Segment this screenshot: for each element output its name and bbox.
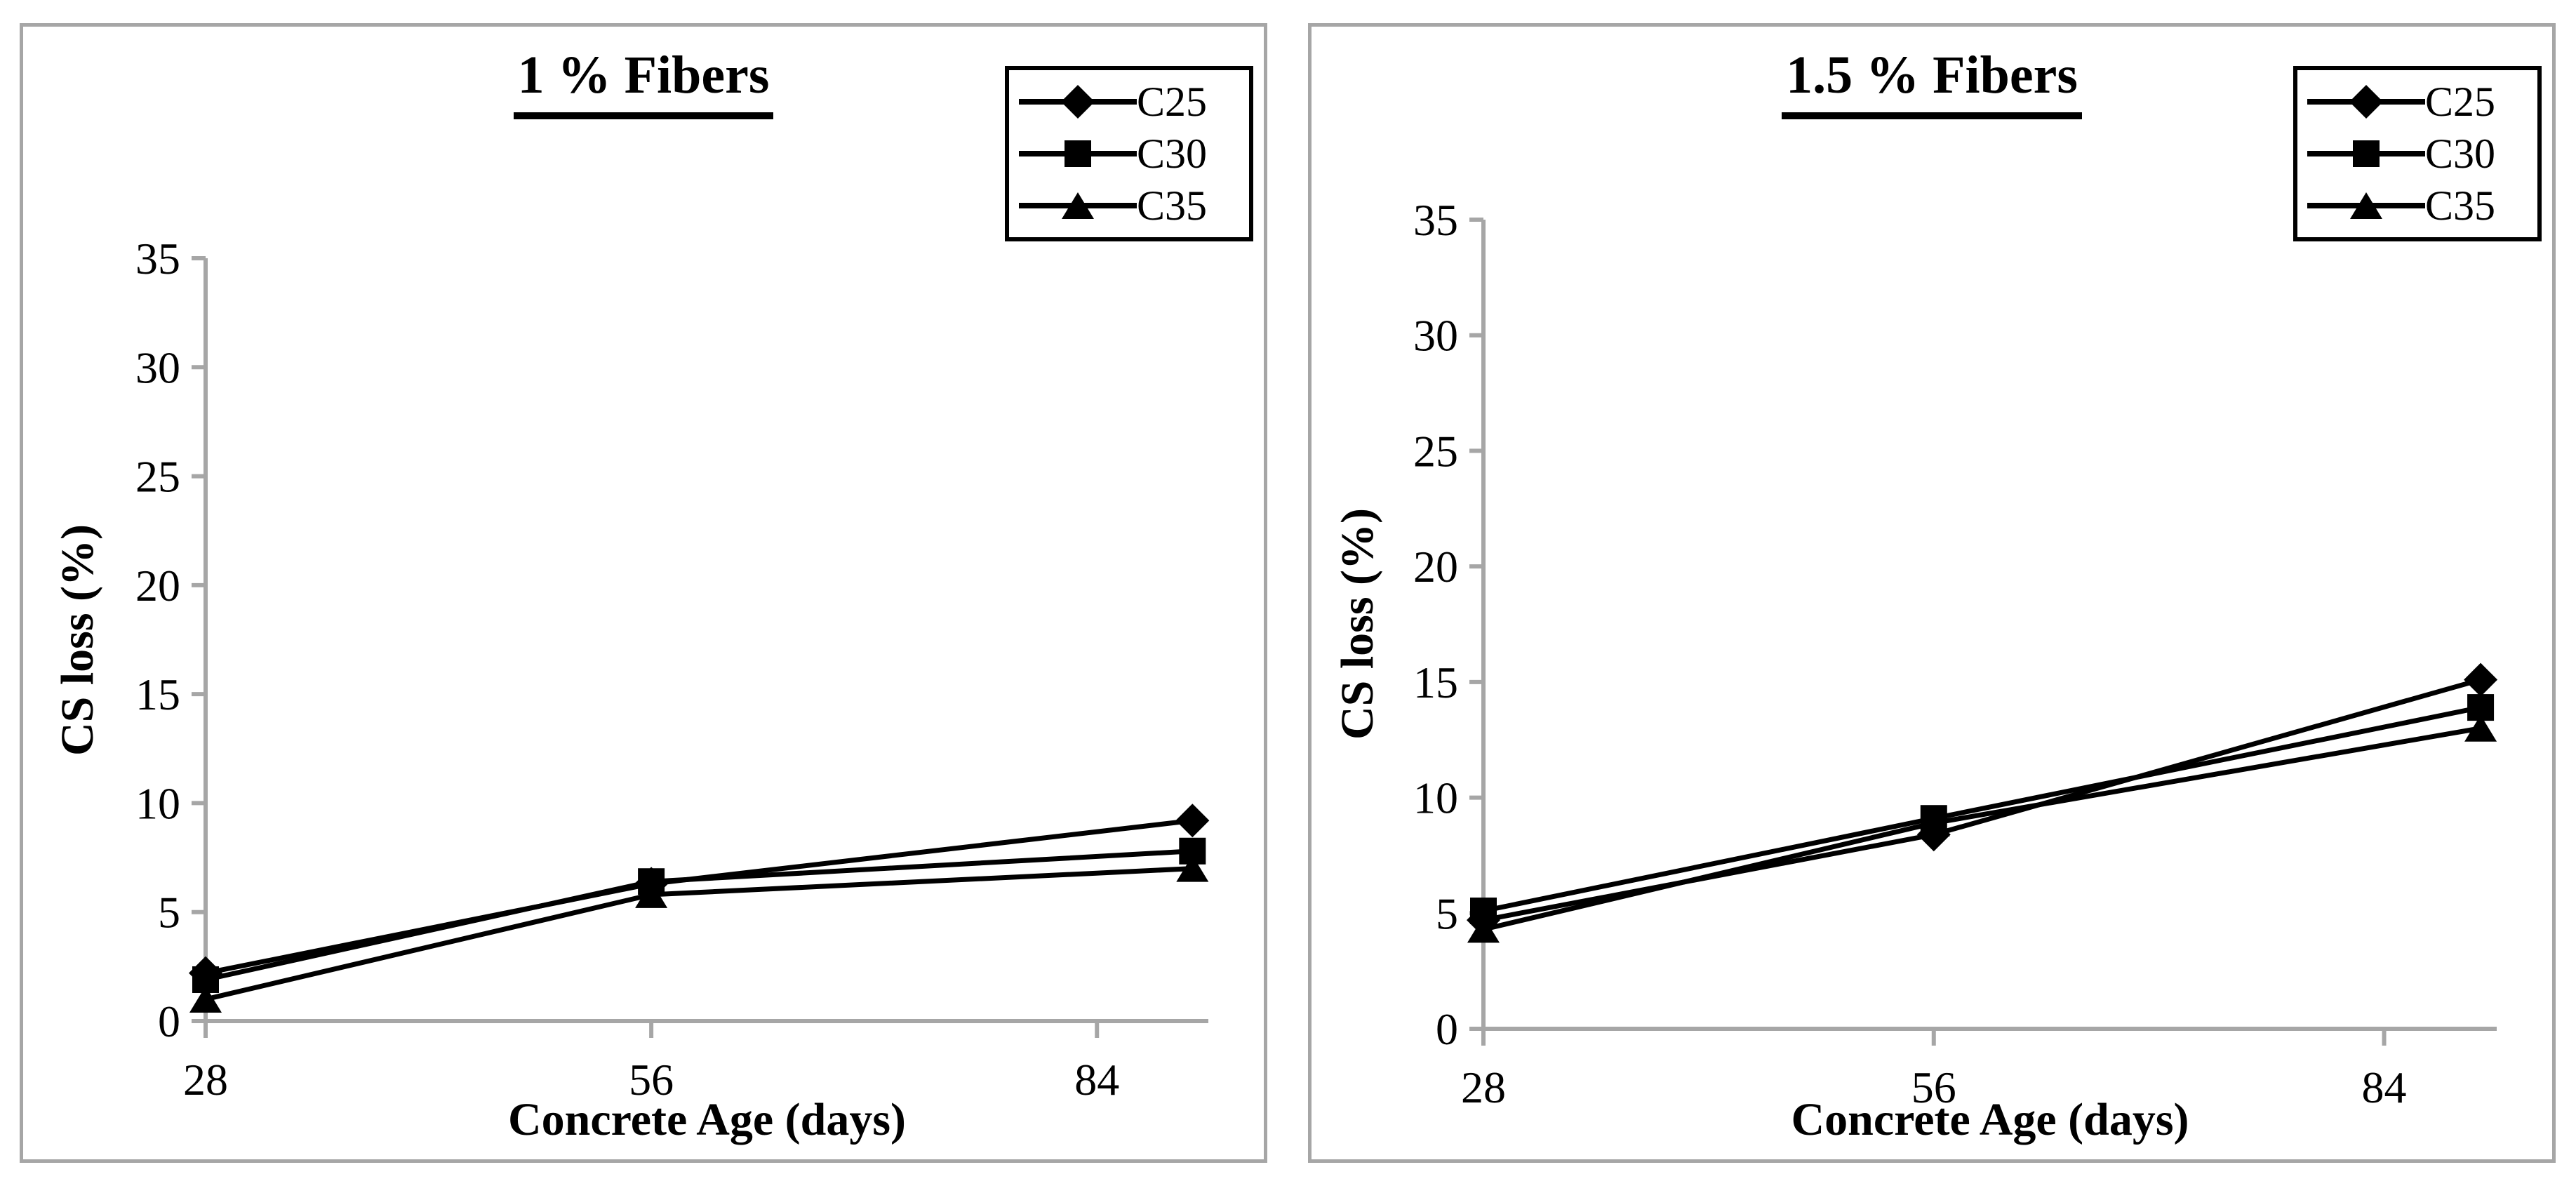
legend-marker-diamond <box>2349 85 2383 119</box>
legend-label: C25 <box>1137 79 1208 125</box>
x-tick-label: 28 <box>1461 1062 1506 1112</box>
legend-item-C30: C30 <box>2307 128 2530 180</box>
y-tick-label: 25 <box>1413 426 1458 476</box>
legend-marker-diamond <box>1061 85 1095 119</box>
x-tick-label: 28 <box>183 1055 228 1105</box>
y-tick-label: 0 <box>158 997 180 1046</box>
chart-title: 1.5 % Fibers <box>1312 46 2552 119</box>
y-axis-title: CS loss (%) <box>52 524 103 757</box>
legend-label: C25 <box>2425 79 2496 125</box>
legend-triangle-icon <box>2307 192 2425 219</box>
legend-diamond-icon <box>2307 85 2425 119</box>
series-C30-line <box>205 848 1193 982</box>
legend-box: C25 C30 C35 <box>2293 66 2542 241</box>
series-C35-marker-triangle <box>189 985 222 1013</box>
x-tick-label: 56 <box>1911 1062 1956 1112</box>
legend-item-C25: C25 <box>1019 76 1242 128</box>
chart-title-text: 1 % Fibers <box>513 46 774 119</box>
chart-plot-area: 0 5 10 15 20 25 30 35 28 56 84 <box>1413 195 2498 1112</box>
series-C30-marker-square <box>1179 837 1206 865</box>
y-tick-label: 15 <box>1413 658 1458 707</box>
y-tick-label: 15 <box>135 669 180 719</box>
y-tick-label: 20 <box>135 561 180 611</box>
legend-label: C35 <box>2425 182 2496 229</box>
y-tick-label: 25 <box>135 452 180 502</box>
series-C30-marker-square <box>1920 805 1947 832</box>
legend-marker-triangle <box>2350 192 2382 219</box>
series-C35-line <box>1483 726 2481 932</box>
legend-label: C30 <box>1137 131 1208 177</box>
series-C35-marker-triangle <box>1176 855 1209 882</box>
series-C35-line <box>205 866 1193 1002</box>
x-tick-label: 84 <box>1074 1055 1119 1105</box>
chart-title-text: 1.5 % Fibers <box>1782 46 2082 119</box>
series-C30-line <box>1483 705 2481 914</box>
series-C30-marker-square <box>638 868 665 895</box>
legend-item-C35: C35 <box>1019 180 1242 232</box>
x-tick-label: 56 <box>629 1055 674 1105</box>
series-C25-line <box>205 818 1193 976</box>
y-tick-label: 0 <box>1436 1004 1458 1054</box>
y-tick-label: 5 <box>1436 888 1458 938</box>
y-tick-label: 10 <box>1413 773 1458 823</box>
legend-diamond-icon <box>1019 85 1137 119</box>
series-C30-marker-square <box>2467 694 2495 721</box>
series-C25-marker-diamond <box>2464 662 2498 697</box>
series-C25-marker-diamond <box>1175 804 1210 838</box>
series-C35-marker-triangle <box>2464 714 2497 742</box>
chart-title: 1 % Fibers <box>23 46 1264 119</box>
legend-triangle-icon <box>1019 192 1137 219</box>
y-tick-label: 35 <box>135 234 180 284</box>
x-axis-title: Concrete Age (days) <box>1791 1094 2189 1145</box>
legend-item-C35: C35 <box>2307 180 2530 232</box>
chart-plot-area: 0 5 10 15 20 25 30 35 28 56 84 <box>135 234 1210 1105</box>
x-axis-title: Concrete Age (days) <box>508 1094 906 1145</box>
series-C30-marker-square <box>192 966 219 993</box>
legend-box: C25 C30 C35 <box>1005 66 1253 241</box>
series-C25-line <box>1483 677 2482 923</box>
y-tick-label: 5 <box>158 888 180 938</box>
legend-item-C30: C30 <box>1019 128 1242 180</box>
legend-label: C35 <box>1137 182 1208 229</box>
legend-square-icon <box>1019 140 1137 167</box>
legend-square-icon <box>2307 140 2425 167</box>
legend-label: C30 <box>2425 131 2496 177</box>
legend-item-C25: C25 <box>2307 76 2530 128</box>
y-tick-label: 10 <box>135 778 180 828</box>
series-C30-marker-square <box>1470 897 1497 924</box>
y-tick-label: 35 <box>1413 195 1458 245</box>
legend-marker-square <box>1065 140 1091 167</box>
y-tick-label: 30 <box>1413 311 1458 361</box>
chart-panel-1_5pct-fibers: 0 5 10 15 20 25 30 35 28 56 84 1.5 % Fibers CS los… <box>1308 23 2556 1163</box>
y-tick-label: 30 <box>135 342 180 392</box>
x-tick-label: 84 <box>2362 1062 2407 1112</box>
y-tick-label: 20 <box>1413 542 1458 592</box>
chart-panel-1pct-fibers: 0 5 10 15 20 25 30 35 28 56 84 1 % Fibers CS loss … <box>20 23 1267 1163</box>
y-axis-title: CS loss (%) <box>1332 507 1383 740</box>
legend-marker-triangle <box>1062 192 1094 219</box>
legend-marker-square <box>2353 140 2380 167</box>
